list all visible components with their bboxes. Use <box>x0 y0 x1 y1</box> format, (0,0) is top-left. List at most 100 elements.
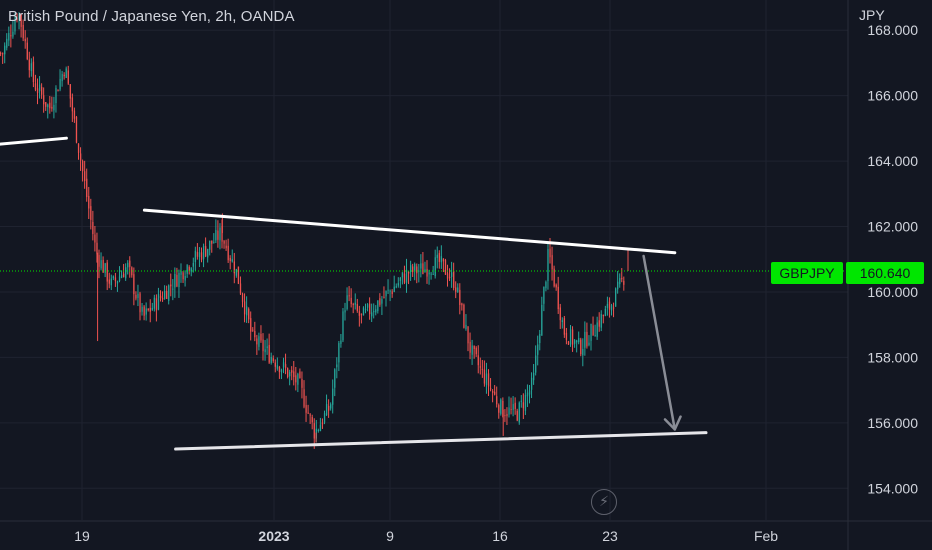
candle-body <box>588 342 590 346</box>
candle-body <box>518 402 520 423</box>
candle-body <box>389 290 391 292</box>
candle-body <box>475 347 477 355</box>
price-tick-label: 156.000 <box>867 415 918 431</box>
candle-body <box>262 339 264 352</box>
candle-body <box>147 309 149 311</box>
candle-body <box>82 160 84 172</box>
candle-body <box>442 258 445 262</box>
candle-body <box>354 302 356 305</box>
candle-body <box>348 295 350 297</box>
candle-body <box>266 346 268 349</box>
candle-body <box>444 260 447 275</box>
candle-body <box>4 45 6 55</box>
lightning-bolt-icon[interactable]: ⚡︎ <box>591 489 617 515</box>
candle-body <box>369 303 371 315</box>
candle-body <box>256 338 258 345</box>
candle-body <box>498 405 500 413</box>
candle-body <box>434 257 436 277</box>
candle-body <box>141 306 143 312</box>
candle-body <box>328 405 330 411</box>
candle-body <box>580 339 582 355</box>
candle-body <box>469 341 471 353</box>
candle-body <box>239 283 242 294</box>
candle-body <box>623 280 625 285</box>
lower-trendline <box>174 431 708 451</box>
candle-body <box>149 307 151 312</box>
candle-body <box>379 298 381 305</box>
candle-body <box>284 364 287 369</box>
candle-body <box>319 424 322 432</box>
candle-body <box>512 404 514 410</box>
candle-body <box>299 371 301 378</box>
candle-body <box>483 369 486 384</box>
candle-body <box>293 371 295 378</box>
candle-body <box>213 241 215 243</box>
candle-body <box>565 332 568 340</box>
candle-body <box>145 308 147 315</box>
candle-body <box>373 311 375 313</box>
candle-body <box>188 266 190 271</box>
candle-body <box>301 379 303 388</box>
time-tick-label: 23 <box>602 528 618 544</box>
candle-body <box>38 84 41 92</box>
candle-body <box>57 90 59 92</box>
candle-body <box>539 334 541 344</box>
candle-body <box>598 320 600 327</box>
candle-body <box>508 407 510 415</box>
candle-body <box>574 340 576 344</box>
candle-body <box>252 329 254 331</box>
candle-body <box>45 102 47 107</box>
candle-body <box>90 206 92 220</box>
symbol-price-tag: GBPJPY <box>771 262 843 284</box>
candle-body <box>139 293 141 313</box>
candle-body <box>309 414 311 416</box>
candle-body <box>403 273 406 283</box>
candle-body <box>205 246 207 257</box>
candle-body <box>553 268 555 287</box>
candle-body <box>233 261 235 274</box>
candle-body <box>289 372 291 377</box>
candle-body <box>22 24 24 39</box>
candle-body <box>172 288 174 290</box>
candle-body <box>356 304 358 311</box>
candle-body <box>307 412 309 414</box>
candle-body <box>180 271 182 275</box>
candle-body <box>77 143 80 153</box>
candle-body <box>96 242 98 255</box>
candle-body <box>16 18 18 20</box>
candle-body <box>174 273 176 288</box>
candle-body <box>485 373 488 386</box>
candle-body <box>110 278 112 286</box>
candle-body <box>596 322 598 337</box>
candle-body <box>366 304 369 308</box>
candle-body <box>336 364 338 368</box>
candle-body <box>157 294 160 310</box>
candle-body <box>73 110 76 119</box>
candle-body <box>358 311 361 316</box>
candle-body <box>500 399 502 414</box>
candle-body <box>537 344 539 355</box>
candle-body <box>34 83 37 90</box>
candle-body <box>323 413 326 423</box>
candle-body <box>26 42 28 60</box>
candle-body <box>190 268 192 272</box>
candle-body <box>8 32 10 41</box>
candle-body <box>516 410 518 421</box>
candle-body <box>459 289 461 305</box>
candle-body <box>207 248 209 258</box>
candle-body <box>41 86 43 95</box>
candle-body <box>186 265 188 274</box>
candle-body <box>465 324 467 330</box>
candle-body <box>28 59 30 71</box>
candle-body <box>612 307 615 309</box>
candle-body <box>246 306 248 316</box>
candle-body <box>198 252 201 258</box>
candle-body <box>592 325 594 336</box>
candle-body <box>467 326 469 344</box>
candle-body <box>528 390 531 395</box>
candle-body <box>84 171 86 182</box>
candle-body <box>43 95 45 105</box>
currency-label: JPY <box>859 7 885 23</box>
